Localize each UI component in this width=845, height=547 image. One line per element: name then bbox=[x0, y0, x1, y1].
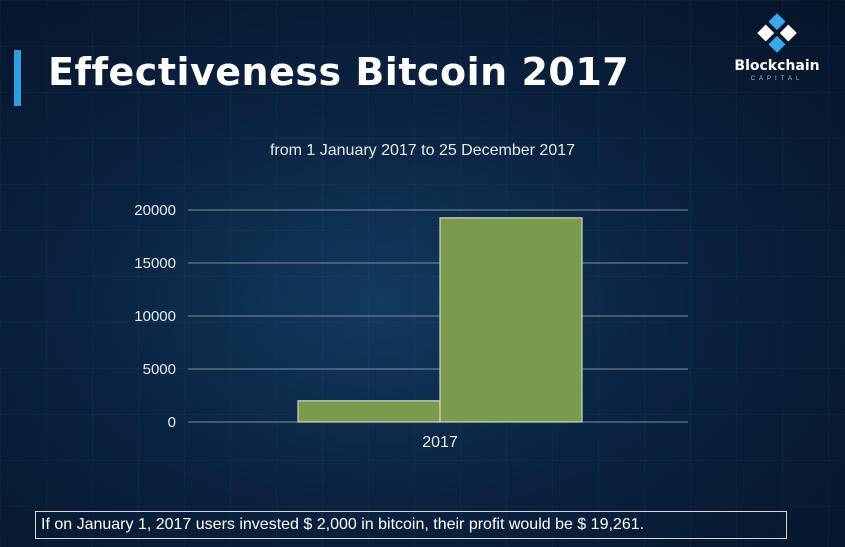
diamond-logo-icon bbox=[757, 13, 797, 53]
blockchain-logo: Blockchain CAPITAL bbox=[722, 8, 832, 88]
bar bbox=[297, 400, 441, 423]
logo-text: Blockchain bbox=[734, 58, 820, 74]
chart-subtitle: from 1 January 2017 to 25 December 2017 bbox=[269, 142, 576, 159]
page-title: Effectiveness Bitcoin 2017 bbox=[48, 50, 630, 94]
footer-note: If on January 1, 2017 users invested $ 2… bbox=[35, 511, 787, 539]
bar bbox=[439, 217, 583, 423]
title-accent-bar bbox=[14, 50, 21, 106]
y-tick-label: 5000 bbox=[143, 361, 176, 378]
x-tick-label: 2017 bbox=[422, 434, 458, 451]
y-tick-label: 15000 bbox=[134, 255, 176, 272]
y-tick-label: 0 bbox=[168, 414, 176, 431]
y-tick-label: 10000 bbox=[134, 308, 176, 325]
logo-subtext: CAPITAL bbox=[750, 76, 804, 82]
y-tick-label: 20000 bbox=[134, 202, 176, 219]
